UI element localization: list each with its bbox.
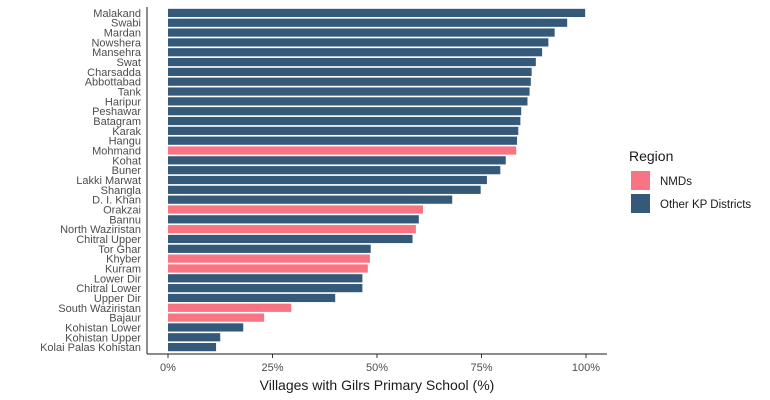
category-tick-label: Charsadda (87, 67, 142, 79)
legend: Region NMDs Other KP Districts (629, 148, 751, 213)
bars-layer (168, 8, 586, 352)
bar (168, 57, 536, 67)
category-tick-label: Upper Dir (94, 293, 141, 305)
bar (168, 8, 586, 18)
category-tick-label: Bajaur (109, 313, 141, 325)
category-tick-label: Tor Ghar (98, 244, 141, 256)
category-tick-label: Chitral Upper (76, 234, 141, 246)
bar (168, 146, 517, 155)
bar (168, 107, 522, 116)
category-tick-label: South Waziristan (58, 303, 141, 315)
category-tick-label: Lower Dir (94, 273, 141, 285)
bar (168, 136, 518, 145)
category-tick-label: Hangu (109, 136, 141, 148)
x-axis: 0% 25% 50% 75% 100% (160, 354, 600, 374)
bar (168, 175, 487, 185)
category-tick-label: Haripur (105, 96, 141, 108)
bar (168, 38, 549, 47)
bar (168, 67, 532, 76)
bar (168, 284, 363, 293)
category-tick-label: Nowshera (91, 37, 141, 49)
category-tick-label: Mansehra (92, 47, 142, 59)
bar (168, 116, 521, 126)
category-tick-label: Chitral Lower (76, 283, 141, 295)
legend-swatch (631, 171, 650, 190)
bar (168, 195, 453, 204)
category-tick-label: Kurram (105, 263, 141, 275)
category-tick-label: Swabi (111, 18, 141, 30)
category-tick-label: Mohmand (92, 146, 141, 158)
category-tick-label: Orakzai (103, 204, 141, 216)
category-tick-label: Buner (112, 165, 142, 177)
bar (168, 185, 481, 194)
bar (168, 97, 528, 106)
category-tick-label: Swat (117, 57, 141, 69)
bar (168, 313, 265, 322)
bar (168, 28, 555, 37)
category-tick-label: Batagram (93, 116, 141, 128)
bar (168, 254, 370, 263)
category-tick-label: Shangla (101, 185, 142, 197)
bar (168, 323, 244, 332)
bar (168, 215, 419, 224)
bar (168, 48, 543, 57)
x-tick-label: 25% (261, 362, 283, 374)
x-axis-title: Villages with Gilrs Primary School (%) (260, 377, 495, 393)
x-tick-label: 0% (160, 362, 176, 374)
bar (168, 225, 416, 234)
category-tick-label: Kohistan Upper (65, 332, 141, 344)
bar (168, 343, 217, 352)
category-tick-label: North Waziristan (60, 224, 141, 236)
legend-title: Region (629, 148, 673, 164)
legend-swatch (631, 194, 650, 213)
bar (168, 293, 336, 303)
legend-label: Other KP Districts (660, 199, 751, 211)
legend-label: NMDs (660, 176, 692, 188)
category-tick-label: Karak (112, 126, 141, 138)
category-tick-label: Kohistan Lower (65, 322, 141, 334)
category-tick-label: Abbottabad (85, 77, 141, 89)
bar (168, 264, 368, 273)
bar (168, 87, 530, 96)
bar (168, 205, 423, 214)
category-tick-label: Peshawar (92, 106, 141, 118)
bar (168, 333, 221, 342)
bar (168, 244, 371, 253)
category-tick-label: Mardan (104, 28, 141, 40)
category-tick-labels: MalakandSwabiMardanNowsheraMansehraSwatC… (40, 8, 142, 354)
bar (168, 18, 568, 27)
bar (168, 77, 531, 86)
bar (168, 274, 363, 283)
category-tick-label: Tank (118, 87, 142, 99)
category-tick-label: D. I. Khan (92, 195, 141, 207)
x-tick-label: 100% (572, 362, 600, 374)
bar (168, 166, 501, 175)
category-tick-label: Kolai Palas Kohistan (40, 342, 141, 354)
category-tick-label: Kohat (112, 155, 141, 167)
category-tick-label: Malakand (93, 8, 141, 20)
x-tick-label: 75% (470, 362, 492, 374)
bar (168, 303, 292, 312)
category-tick-label: Bannu (109, 214, 141, 226)
x-tick-label: 50% (366, 362, 388, 374)
category-tick-label: Lakki Marwat (76, 175, 141, 187)
legend-items: NMDs Other KP Districts (631, 171, 751, 213)
category-tick-label: Khyber (106, 254, 141, 266)
bar (168, 234, 413, 244)
bar (168, 126, 519, 135)
bar (168, 156, 506, 165)
